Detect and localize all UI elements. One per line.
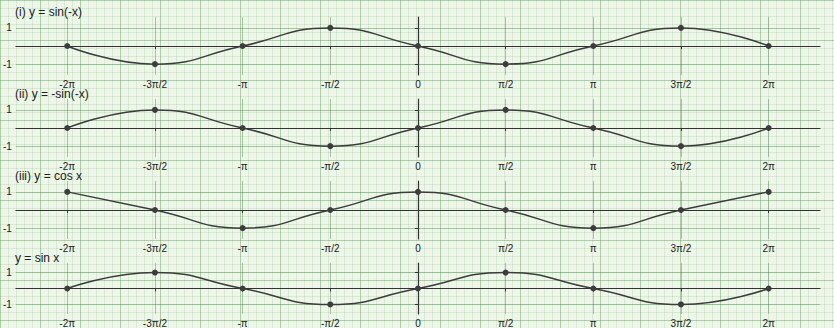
svg-text:2π: 2π [762,79,775,90]
svg-text:2π: 2π [762,243,775,254]
svg-text:-π: -π [237,161,247,172]
svg-text:-π: -π [237,243,247,254]
svg-text:(iii) y = cos x: (iii) y = cos x [15,169,82,183]
svg-text:1: 1 [6,22,12,33]
svg-text:π: π [590,243,597,254]
svg-text:3π/2: 3π/2 [671,243,692,254]
svg-text:-1: -1 [3,223,12,234]
svg-text:0: 0 [415,318,421,328]
svg-text:-π/2: -π/2 [321,79,340,90]
svg-text:(ii) y = -sin(-x): (ii) y = -sin(-x) [15,87,89,101]
svg-text:-1: -1 [3,299,12,310]
svg-text:-π: -π [237,318,247,328]
svg-text:1: 1 [6,186,12,197]
svg-text:-2π: -2π [59,78,76,90]
svg-text:π/2: π/2 [498,318,514,328]
svg-text:-1: -1 [3,59,12,70]
svg-text:-2π: -2π [59,160,76,172]
svg-text:-π: -π [237,79,247,90]
svg-text:-1: -1 [3,141,12,152]
svg-text:3π/2: 3π/2 [671,79,692,90]
svg-text:-2π: -2π [59,318,75,328]
svg-text:0: 0 [415,243,421,254]
svg-text:-3π/2: -3π/2 [143,243,168,254]
svg-text:3π/2: 3π/2 [671,161,692,172]
svg-text:2π: 2π [762,161,775,172]
svg-text:π/2: π/2 [498,243,514,254]
svg-text:0: 0 [415,79,421,90]
svg-text:-π/2: -π/2 [321,243,340,254]
svg-text:-π/2: -π/2 [321,318,340,328]
svg-text:-3π/2: -3π/2 [143,79,168,90]
svg-text:π: π [590,79,597,90]
svg-text:-3π/2: -3π/2 [143,161,168,172]
svg-text:(i) y = sin(-x): (i) y = sin(-x) [15,5,82,19]
svg-text:-3π/2: -3π/2 [143,318,168,328]
svg-text:-2π: -2π [59,243,75,254]
svg-text:y = sin x: y = sin x [15,251,59,265]
svg-text:π/2: π/2 [498,161,514,172]
svg-text:π: π [590,318,597,328]
svg-text:π/2: π/2 [498,79,514,90]
svg-text:1: 1 [6,267,12,278]
svg-text:0: 0 [415,161,421,172]
svg-text:1: 1 [6,104,12,115]
svg-text:3π/2: 3π/2 [671,318,692,328]
svg-text:π: π [590,161,597,172]
svg-text:2π: 2π [762,318,775,328]
svg-text:-π/2: -π/2 [321,161,340,172]
